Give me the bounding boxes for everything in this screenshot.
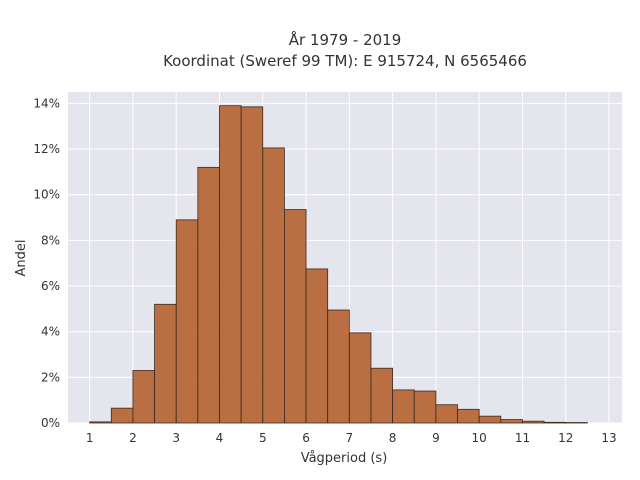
histogram-bar <box>327 309 350 424</box>
y-tick-label: 2% <box>41 370 60 384</box>
histogram-bar <box>154 303 177 424</box>
histogram-bar <box>284 209 307 424</box>
x-tick-label: 3 <box>172 431 180 445</box>
x-tick-label: 9 <box>432 431 440 445</box>
histogram-bar <box>435 404 458 424</box>
histogram-bar <box>348 332 372 424</box>
chart-title-line2: Koordinat (Sweref 99 TM): E 915724, N 65… <box>163 52 527 70</box>
histogram-bar <box>478 415 502 424</box>
histogram-bar <box>175 219 199 424</box>
x-axis-label: Vågperiod (s) <box>301 451 388 466</box>
histogram-bar <box>219 105 242 424</box>
x-tick-label: 1 <box>86 431 94 445</box>
y-tick-label: 14% <box>33 96 60 110</box>
histogram-bar <box>392 389 415 424</box>
histogram-bar <box>305 268 329 424</box>
x-tick-label: 7 <box>346 431 354 445</box>
y-tick-label: 6% <box>41 279 60 293</box>
y-tick-label: 8% <box>41 233 60 247</box>
x-tick-label: 6 <box>302 431 310 445</box>
histogram-bar <box>500 419 523 424</box>
y-axis-ticks: 0% 2% 4% 6% 8% 10% 12% 14% <box>33 96 60 430</box>
histogram-bar <box>543 421 567 424</box>
x-tick-label: 11 <box>515 431 530 445</box>
y-tick-label: 10% <box>33 188 60 202</box>
histogram-bar <box>457 408 480 424</box>
y-tick-label: 12% <box>33 142 60 156</box>
histogram-bar <box>132 370 155 424</box>
histogram-bar <box>262 147 285 424</box>
bars <box>89 105 588 424</box>
histogram-bar <box>110 407 134 424</box>
histogram-bar <box>197 166 220 424</box>
x-tick-label: 2 <box>129 431 137 445</box>
histogram-bar <box>240 106 264 424</box>
x-axis-ticks: 1 2 3 4 5 6 7 8 9 10 11 12 13 <box>86 431 617 445</box>
x-tick-label: 4 <box>216 431 224 445</box>
histogram-bar <box>370 367 394 424</box>
histogram-bar <box>413 390 437 424</box>
x-tick-label: 8 <box>389 431 397 445</box>
chart-title-line1: År 1979 - 2019 <box>289 30 402 49</box>
histogram-bar <box>522 420 545 424</box>
histogram-bar <box>89 421 112 424</box>
y-tick-label: 4% <box>41 325 60 339</box>
x-tick-label: 12 <box>558 431 573 445</box>
y-tick-label: 0% <box>41 416 60 430</box>
x-tick-label: 10 <box>472 431 487 445</box>
x-tick-label: 5 <box>259 431 267 445</box>
x-tick-label: 13 <box>601 431 616 445</box>
y-axis-label: Andel <box>14 240 29 277</box>
